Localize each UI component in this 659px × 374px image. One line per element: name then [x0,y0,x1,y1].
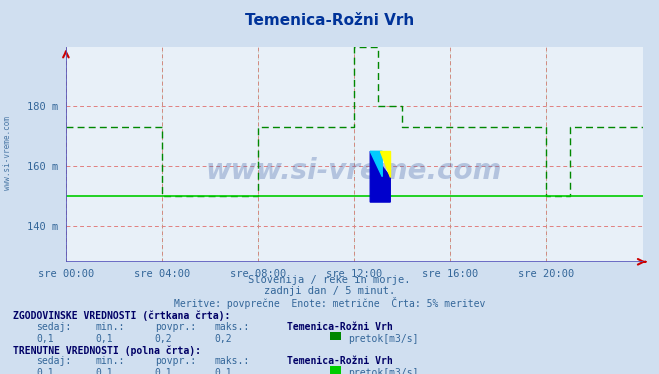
Text: maks.:: maks.: [214,322,249,332]
Text: Temenica-Rožni Vrh: Temenica-Rožni Vrh [245,13,414,28]
Text: sedaj:: sedaj: [36,322,71,332]
Text: ZGODOVINSKE VREDNOSTI (črtkana črta):: ZGODOVINSKE VREDNOSTI (črtkana črta): [13,310,231,321]
Text: 0,1: 0,1 [96,368,113,374]
Text: sedaj:: sedaj: [36,356,71,367]
Text: Slovenija / reke in morje.: Slovenija / reke in morje. [248,275,411,285]
Text: 0,1: 0,1 [36,368,54,374]
Text: 0,2: 0,2 [214,334,232,344]
Text: 0,1: 0,1 [96,334,113,344]
Text: Temenica-Rožni Vrh: Temenica-Rožni Vrh [287,356,392,367]
Text: Temenica-Rožni Vrh: Temenica-Rožni Vrh [287,322,392,332]
Text: 0,1: 0,1 [36,334,54,344]
Text: www.si-vreme.com: www.si-vreme.com [206,157,502,186]
Text: Meritve: povprečne  Enote: metrične  Črta: 5% meritev: Meritve: povprečne Enote: metrične Črta:… [174,297,485,309]
Text: 0,2: 0,2 [155,334,173,344]
Text: pretok[m3/s]: pretok[m3/s] [348,334,418,344]
Text: pretok[m3/s]: pretok[m3/s] [348,368,418,374]
Text: povpr.:: povpr.: [155,322,196,332]
Text: www.si-vreme.com: www.si-vreme.com [3,116,13,190]
Text: 0,1: 0,1 [214,368,232,374]
Text: maks.:: maks.: [214,356,249,367]
Polygon shape [380,151,390,177]
Text: 0,1: 0,1 [155,368,173,374]
Polygon shape [370,151,382,177]
Text: povpr.:: povpr.: [155,356,196,367]
Text: min.:: min.: [96,356,125,367]
Polygon shape [370,151,390,202]
Text: zadnji dan / 5 minut.: zadnji dan / 5 minut. [264,286,395,296]
Text: min.:: min.: [96,322,125,332]
Text: TRENUTNE VREDNOSTI (polna črta):: TRENUTNE VREDNOSTI (polna črta): [13,345,201,356]
